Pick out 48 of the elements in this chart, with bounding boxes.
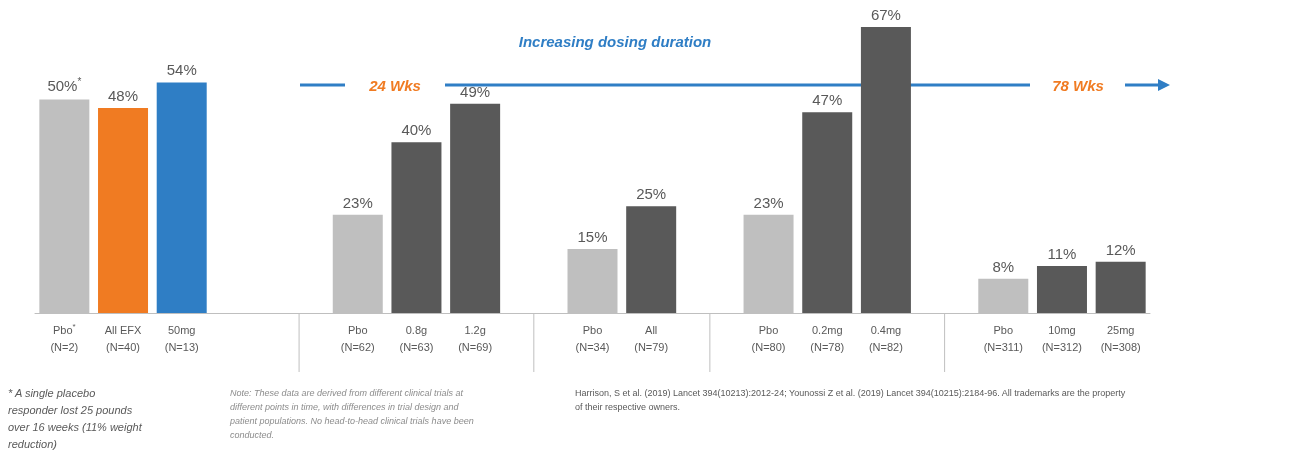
bar	[626, 206, 677, 313]
x-tick-label: All EFX (N=40)	[104, 323, 143, 353]
bar	[860, 27, 911, 313]
x-tick-label: 0.8g (N=63)	[399, 323, 434, 353]
data-label: 23%	[753, 193, 784, 211]
text: Harrison, S et al. (2019) Lancet 394(10213):2012-24; Younossi Z et al. (2019) Lancet 394(10215):2184-96. All trademarks are the property of their respective owners.	[575, 388, 1128, 412]
x-tick-label: All (N=79)	[634, 323, 669, 353]
annotation: Increasing dosing duration	[518, 32, 712, 50]
data-label: 15%	[577, 227, 608, 245]
bar	[391, 142, 442, 313]
x-tick-label: 0.4mg (N=82)	[868, 323, 903, 353]
data-label: 23%	[342, 193, 373, 211]
x-tick-label: 10mg (N=312)	[1041, 323, 1082, 353]
x-tick-label: 50mg (N=13)	[164, 323, 199, 353]
text: Note: These data are derived from different clinical trials at different points in time, with differences in trial design and patient populations. No head-to-head clinical trials have been conducted.	[229, 388, 477, 440]
x-tick-label: 1.2g (N=69)	[458, 323, 493, 353]
data-label: 11%	[1047, 245, 1077, 263]
data-label: 48%	[108, 87, 139, 105]
data-label: 54%	[166, 61, 197, 79]
bar	[1095, 261, 1146, 313]
x-tick-label: 25mg (N=308)	[1100, 323, 1141, 353]
bar	[1036, 266, 1087, 313]
data-label: 25%	[636, 185, 667, 203]
x-tick-label: Pbo (N=62)	[340, 323, 375, 353]
data-label: 47%	[812, 91, 843, 109]
bar	[743, 214, 794, 313]
x-tick-label: Pbo* (N=2)	[50, 322, 79, 353]
data-label: 67%	[870, 6, 901, 23]
data-label: 8%	[992, 257, 1015, 275]
annotation: 24 Wks	[368, 76, 421, 94]
bar	[98, 108, 149, 313]
x-tick-label: 0.2mg (N=78)	[810, 323, 845, 353]
x-tick-label: Pbo (N=34)	[575, 323, 610, 353]
bar	[978, 278, 1029, 313]
bar	[332, 214, 383, 313]
annotation: 78 Wks	[1052, 76, 1104, 94]
bar	[39, 99, 90, 313]
data-label: 50%*	[47, 76, 82, 95]
bar	[802, 112, 853, 313]
bar	[567, 248, 618, 313]
bar	[450, 103, 501, 313]
text: * A single placebo responder lost 25 pounds over 16 weeks (11% weight reduction)	[8, 386, 145, 450]
data-label: 40%	[401, 121, 432, 139]
data-label: 12%	[1105, 240, 1136, 258]
x-tick-label: Pbo (N=311)	[983, 323, 1023, 353]
data-label: 49%	[460, 82, 491, 100]
bar	[156, 82, 207, 313]
x-tick-label: Pbo (N=80)	[751, 323, 786, 353]
